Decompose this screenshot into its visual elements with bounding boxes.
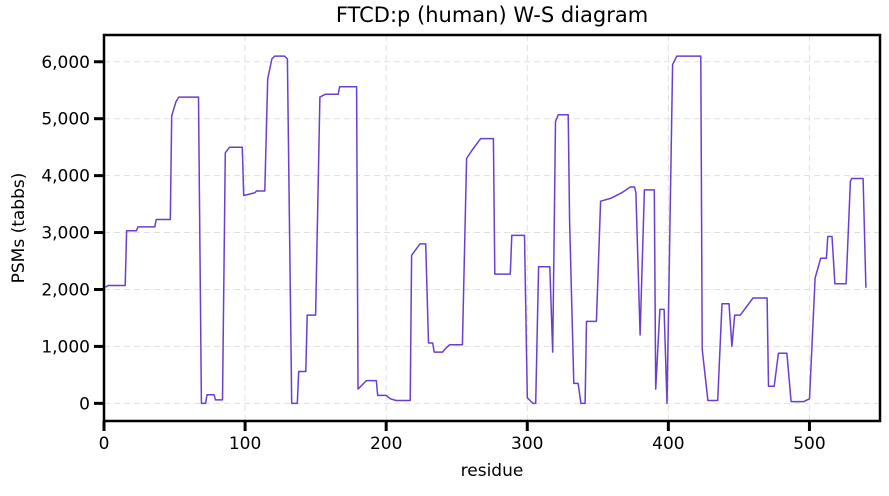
x-tick-label: 500	[793, 434, 825, 454]
chart-title: FTCD:p (human) W-S diagram	[336, 3, 648, 27]
y-tick-label: 3,000	[41, 224, 90, 244]
x-tick-label: 400	[652, 434, 684, 454]
y-tick-label: 1,000	[41, 337, 90, 357]
plot-frame	[102, 33, 882, 423]
x-tick-label: 100	[229, 434, 261, 454]
y-tick-label: 5,000	[41, 110, 90, 130]
y-tick-label: 0	[79, 394, 90, 414]
y-tick-label: 6,000	[41, 53, 90, 73]
x-axis-label: residue	[461, 461, 524, 481]
x-tick-label: 300	[511, 434, 543, 454]
x-tick-label: 200	[370, 434, 402, 454]
y-tick-label: 4,000	[41, 167, 90, 187]
y-tick-label: 2,000	[41, 280, 90, 300]
x-tick-label: 0	[99, 434, 110, 454]
data-line	[105, 55, 867, 405]
y-axis-label: PSMs (tabbs)	[9, 173, 29, 284]
